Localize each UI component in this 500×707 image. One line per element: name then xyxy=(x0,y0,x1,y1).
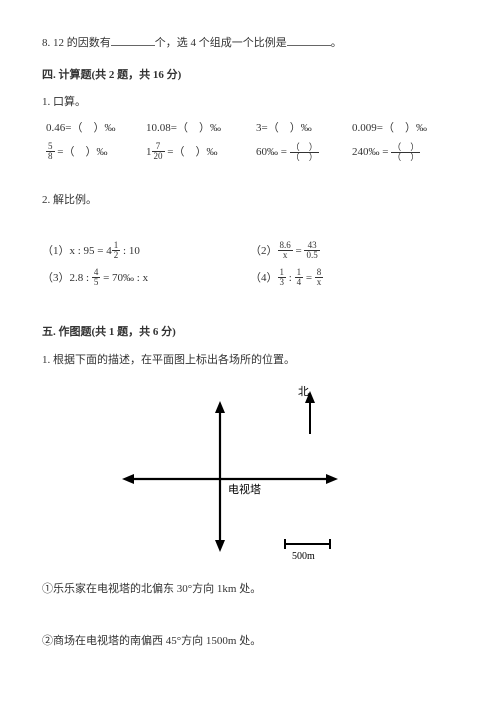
q8-blank1 xyxy=(111,34,155,46)
frac-1-3: 13 xyxy=(278,268,287,287)
calc-1d: 0.009=（ ）‰ xyxy=(352,120,452,138)
calc-1a: 0.46=（ ）‰ xyxy=(46,120,146,138)
desc-2: ②商场在电视塔的南偏西 45°方向 1500m 处。 xyxy=(42,633,458,651)
prop-row-1: （1）x : 95 = 412 : 10 （2）8.6x = 430.5 xyxy=(42,242,458,261)
sec5-title: 五. 作图题(共 1 题，共 6 分) xyxy=(42,324,458,342)
calc-2d: 240‰ = （ ）（ ） xyxy=(352,143,452,162)
prop-2: （2）8.6x = 430.5 xyxy=(250,242,458,261)
tower-label: 电视塔 xyxy=(228,482,261,496)
calc-row-1: 0.46=（ ）‰ 10.08=（ ）‰ 3=（ ）‰ 0.009=（ ）‰ xyxy=(46,120,458,138)
compass-figure: 北 电视塔 500m xyxy=(120,379,380,569)
prop-3: （3）2.8 : 45 = 70‰ : x xyxy=(42,269,250,288)
north-label: 北 xyxy=(298,385,309,398)
prop-row-2: （3）2.8 : 45 = 70‰ : x （4）13 : 14 = 8x xyxy=(42,269,458,288)
figure-area: 北 电视塔 500m xyxy=(42,379,458,569)
q8-blank2 xyxy=(287,34,331,46)
frac-8-x: 8x xyxy=(315,268,324,287)
frac-4-5: 45 xyxy=(92,268,101,287)
calc-1b: 10.08=（ ）‰ xyxy=(146,120,256,138)
frac-1-2: 12 xyxy=(112,241,121,260)
desc-1: ①乐乐家在电视塔的北偏东 30°方向 1km 处。 xyxy=(42,581,458,599)
prop-4: （4）13 : 14 = 8x xyxy=(250,269,458,288)
calc-2c: 60‰ = （ ）（ ） xyxy=(256,143,352,162)
sec4-title: 四. 计算题(共 2 题，共 16 分) xyxy=(42,67,458,85)
q8-mid: 个，选 4 个组成一个比例是 xyxy=(155,37,287,49)
sec5-q1: 1. 根据下面的描述，在平面图上标出各场所的位置。 xyxy=(42,352,458,370)
sec4-q1: 1. 口算。 xyxy=(42,94,458,112)
q8-suffix: 。 xyxy=(331,37,342,49)
frac-86-x: 8.6x xyxy=(278,241,293,260)
frac-1-4: 14 xyxy=(295,268,304,287)
q8-prefix: 8. 12 的因数有 xyxy=(42,37,111,49)
pfrac-60: （ ）（ ） xyxy=(290,143,319,162)
calc-row-2: 58 =（ ）‰ 1720 =（ ）‰ 60‰ = （ ）（ ） 240‰ = … xyxy=(46,143,458,162)
calc-1c: 3=（ ）‰ xyxy=(256,120,352,138)
prop-1: （1）x : 95 = 412 : 10 xyxy=(42,242,250,261)
frac-5-8: 58 xyxy=(46,142,55,161)
pfrac-240: （ ）（ ） xyxy=(391,143,420,162)
calc-2a: 58 =（ ）‰ xyxy=(46,143,146,162)
q8-line: 8. 12 的因数有 个，选 4 个组成一个比例是 。 xyxy=(42,34,458,53)
calc-2b: 1720 =（ ）‰ xyxy=(146,143,256,162)
frac-43-05: 430.5 xyxy=(304,241,319,260)
frac-7-20: 720 xyxy=(152,142,165,161)
scale-label: 500m xyxy=(292,551,315,562)
sec4-q2: 2. 解比例。 xyxy=(42,192,458,210)
